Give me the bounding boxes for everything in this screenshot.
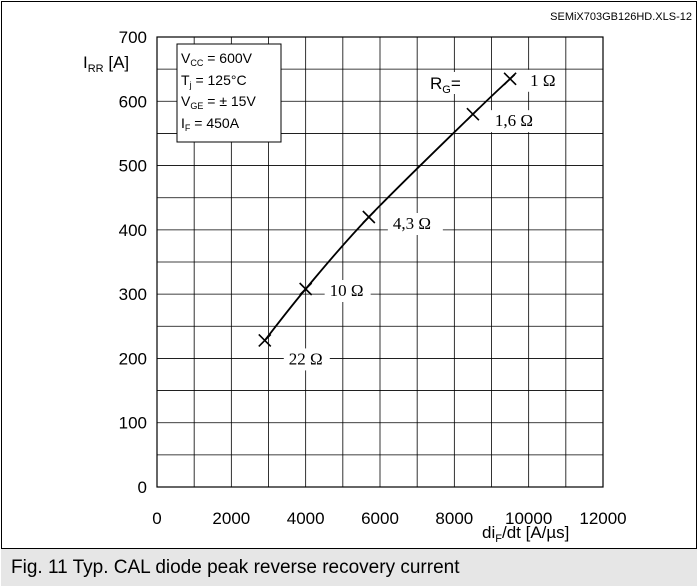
point-label: 10 Ω [330,281,364,300]
y-tick-label: 400 [119,221,147,240]
y-tick-label: 200 [119,349,147,368]
chart: 0 100 200 300 400 500 600 700 0 2000 4000 6000 8000… [83,11,692,545]
data-point-marker [362,210,376,224]
y-tick-label: 600 [119,92,147,111]
data-point-marker [258,333,272,347]
condition-if: IF = 450A [181,115,240,133]
x-tick-label: 8000 [435,509,473,528]
x-tick-label: 0 [152,509,161,528]
series-line-path [264,73,516,341]
y-axis: 0 100 200 300 400 500 600 700 [119,28,147,497]
x-tick-label: 2000 [212,509,250,528]
data-point-marker [503,72,517,86]
y-tick-label: 700 [119,28,147,47]
point-label: 1,6 Ω [495,111,533,130]
data-point-marker [299,282,313,296]
point-labels: 22 Ω 10 Ω 4,3 Ω 1,6 Ω 1 Ω [283,69,563,371]
caption-bar: Fig. 11 Typ. CAL diode peak reverse reco… [1,548,697,586]
x-tick-label: 6000 [361,509,399,528]
plot-area [156,36,604,488]
x-axis-label: diF/dt [A/µs] [482,523,569,545]
data-point-marker [466,107,480,121]
point-label: 4,3 Ω [393,214,431,233]
x-axis: 0 2000 4000 6000 8000 10000 12000 [152,509,626,528]
x-tick-label: 10000 [505,509,552,528]
x-tick-label: 12000 [579,509,626,528]
y-tick-label: 100 [119,414,147,433]
y-axis-label: IRR [A] [83,53,129,75]
rg-label: RG= [424,72,484,96]
svg-text:RG=: RG= [430,74,461,96]
point-label: 22 Ω [289,349,323,368]
y-tick-label: 0 [138,478,147,497]
conditions-box: VCC = 600V Tj = 125°C VGE = ± 15V IF = 4… [176,43,282,143]
point-label: 1 Ω [530,71,555,90]
document-id: SEMiX703GB126HD.XLS-12 [550,11,692,23]
y-tick-label: 500 [119,157,147,176]
x-tick-label: 4000 [287,509,325,528]
condition-tj: Tj = 125°C [181,72,247,90]
figure-caption: Fig. 11 Typ. CAL diode peak reverse reco… [11,557,460,578]
series-line [258,72,517,347]
y-tick-label: 300 [119,285,147,304]
